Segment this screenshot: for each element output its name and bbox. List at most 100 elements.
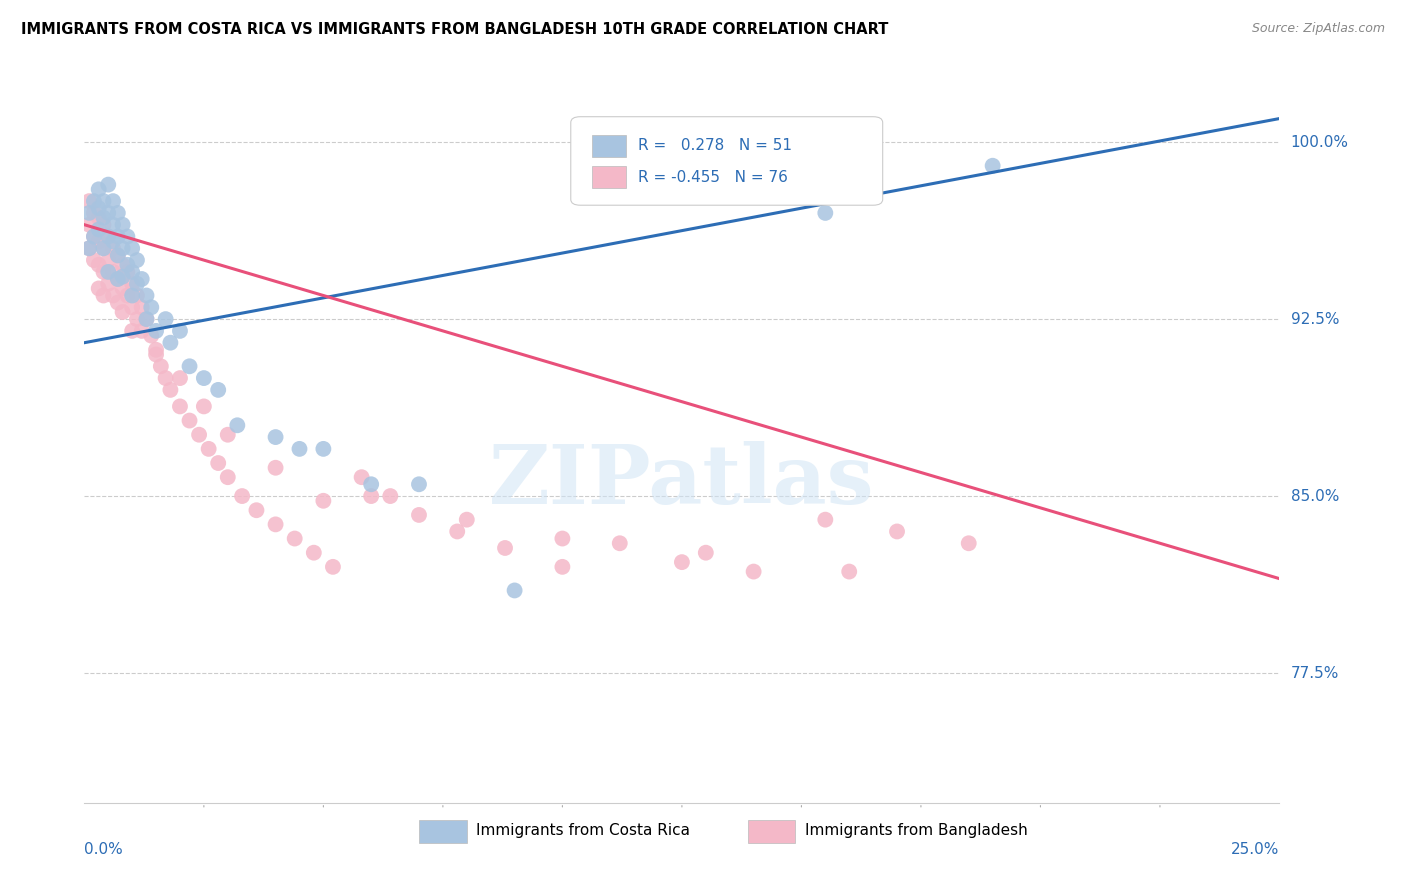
Text: R = -0.455   N = 76: R = -0.455 N = 76 (638, 169, 787, 185)
Text: 92.5%: 92.5% (1291, 311, 1339, 326)
Point (131, 301, 153, 315)
Point (231, 489, 253, 503)
FancyBboxPatch shape (592, 167, 626, 188)
Point (93, 288, 115, 302)
Point (217, 470, 239, 484)
Point (264, 460, 287, 475)
Point (155, 371, 177, 385)
Point (121, 324, 143, 338)
Point (503, 583, 526, 598)
Point (193, 371, 215, 385)
Point (83, 229, 105, 244)
Point (135, 312, 157, 326)
Point (117, 258, 139, 272)
Point (97, 265, 120, 279)
Text: Immigrants from Costa Rica: Immigrants from Costa Rica (477, 823, 690, 838)
Point (117, 288, 139, 302)
Point (197, 442, 219, 456)
Point (93, 241, 115, 255)
Point (101, 218, 124, 232)
Point (93, 218, 115, 232)
Point (159, 335, 181, 350)
Point (551, 559, 574, 574)
Point (446, 524, 468, 539)
Point (93, 211, 115, 225)
Point (97, 277, 120, 291)
Point (111, 269, 134, 284)
Point (131, 324, 153, 338)
Text: ZIPatlas: ZIPatlas (489, 441, 875, 521)
Point (77, 241, 100, 255)
Point (245, 503, 267, 517)
Point (456, 513, 478, 527)
Point (288, 442, 311, 456)
Point (264, 430, 287, 444)
Point (93, 265, 115, 279)
Point (169, 371, 191, 385)
Point (97, 178, 120, 192)
Point (125, 277, 148, 291)
Point (131, 272, 153, 286)
Point (609, 536, 631, 550)
Point (169, 400, 191, 414)
Point (886, 524, 908, 539)
Text: Source: ZipAtlas.com: Source: ZipAtlas.com (1251, 22, 1385, 36)
Point (135, 288, 157, 302)
Point (179, 359, 201, 374)
Point (101, 288, 124, 302)
Point (83, 253, 105, 268)
Text: 77.5%: 77.5% (1291, 665, 1339, 681)
Point (101, 265, 124, 279)
Point (149, 359, 172, 374)
Point (77, 194, 100, 208)
Point (671, 555, 693, 569)
Point (101, 234, 124, 248)
Point (360, 477, 382, 491)
FancyBboxPatch shape (419, 820, 467, 843)
Point (350, 470, 373, 484)
Point (145, 347, 167, 361)
Point (155, 312, 177, 326)
Point (83, 206, 105, 220)
Point (87, 234, 110, 248)
Point (302, 546, 325, 560)
Point (814, 513, 837, 527)
Point (207, 456, 229, 470)
Point (121, 277, 143, 291)
Text: 25.0%: 25.0% (1232, 842, 1279, 856)
Point (380, 489, 402, 503)
Text: R =   0.278   N = 51: R = 0.278 N = 51 (638, 138, 792, 153)
Point (814, 206, 837, 220)
Point (141, 301, 163, 315)
Point (93, 194, 115, 208)
Point (360, 489, 382, 503)
Point (87, 281, 110, 295)
Text: 0.0%: 0.0% (84, 842, 124, 856)
Point (107, 206, 129, 220)
Point (188, 427, 211, 442)
Point (159, 383, 181, 397)
Point (226, 418, 249, 433)
Point (101, 194, 124, 208)
Point (135, 312, 157, 326)
Point (145, 343, 167, 357)
Point (121, 265, 143, 279)
Point (125, 253, 148, 268)
Point (207, 383, 229, 397)
Point (981, 159, 1004, 173)
Point (87, 211, 110, 225)
Point (141, 328, 163, 343)
Point (107, 229, 129, 244)
Point (551, 532, 574, 546)
Point (77, 241, 100, 255)
Point (838, 565, 860, 579)
Point (312, 442, 335, 456)
Point (97, 229, 120, 244)
FancyBboxPatch shape (571, 117, 883, 205)
Text: Immigrants from Bangladesh: Immigrants from Bangladesh (806, 823, 1028, 838)
Point (121, 288, 143, 302)
Point (408, 477, 430, 491)
Text: IMMIGRANTS FROM COSTA RICA VS IMMIGRANTS FROM BANGLADESH 10TH GRADE CORRELATION : IMMIGRANTS FROM COSTA RICA VS IMMIGRANTS… (21, 22, 889, 37)
Point (264, 517, 287, 532)
Point (117, 229, 139, 244)
